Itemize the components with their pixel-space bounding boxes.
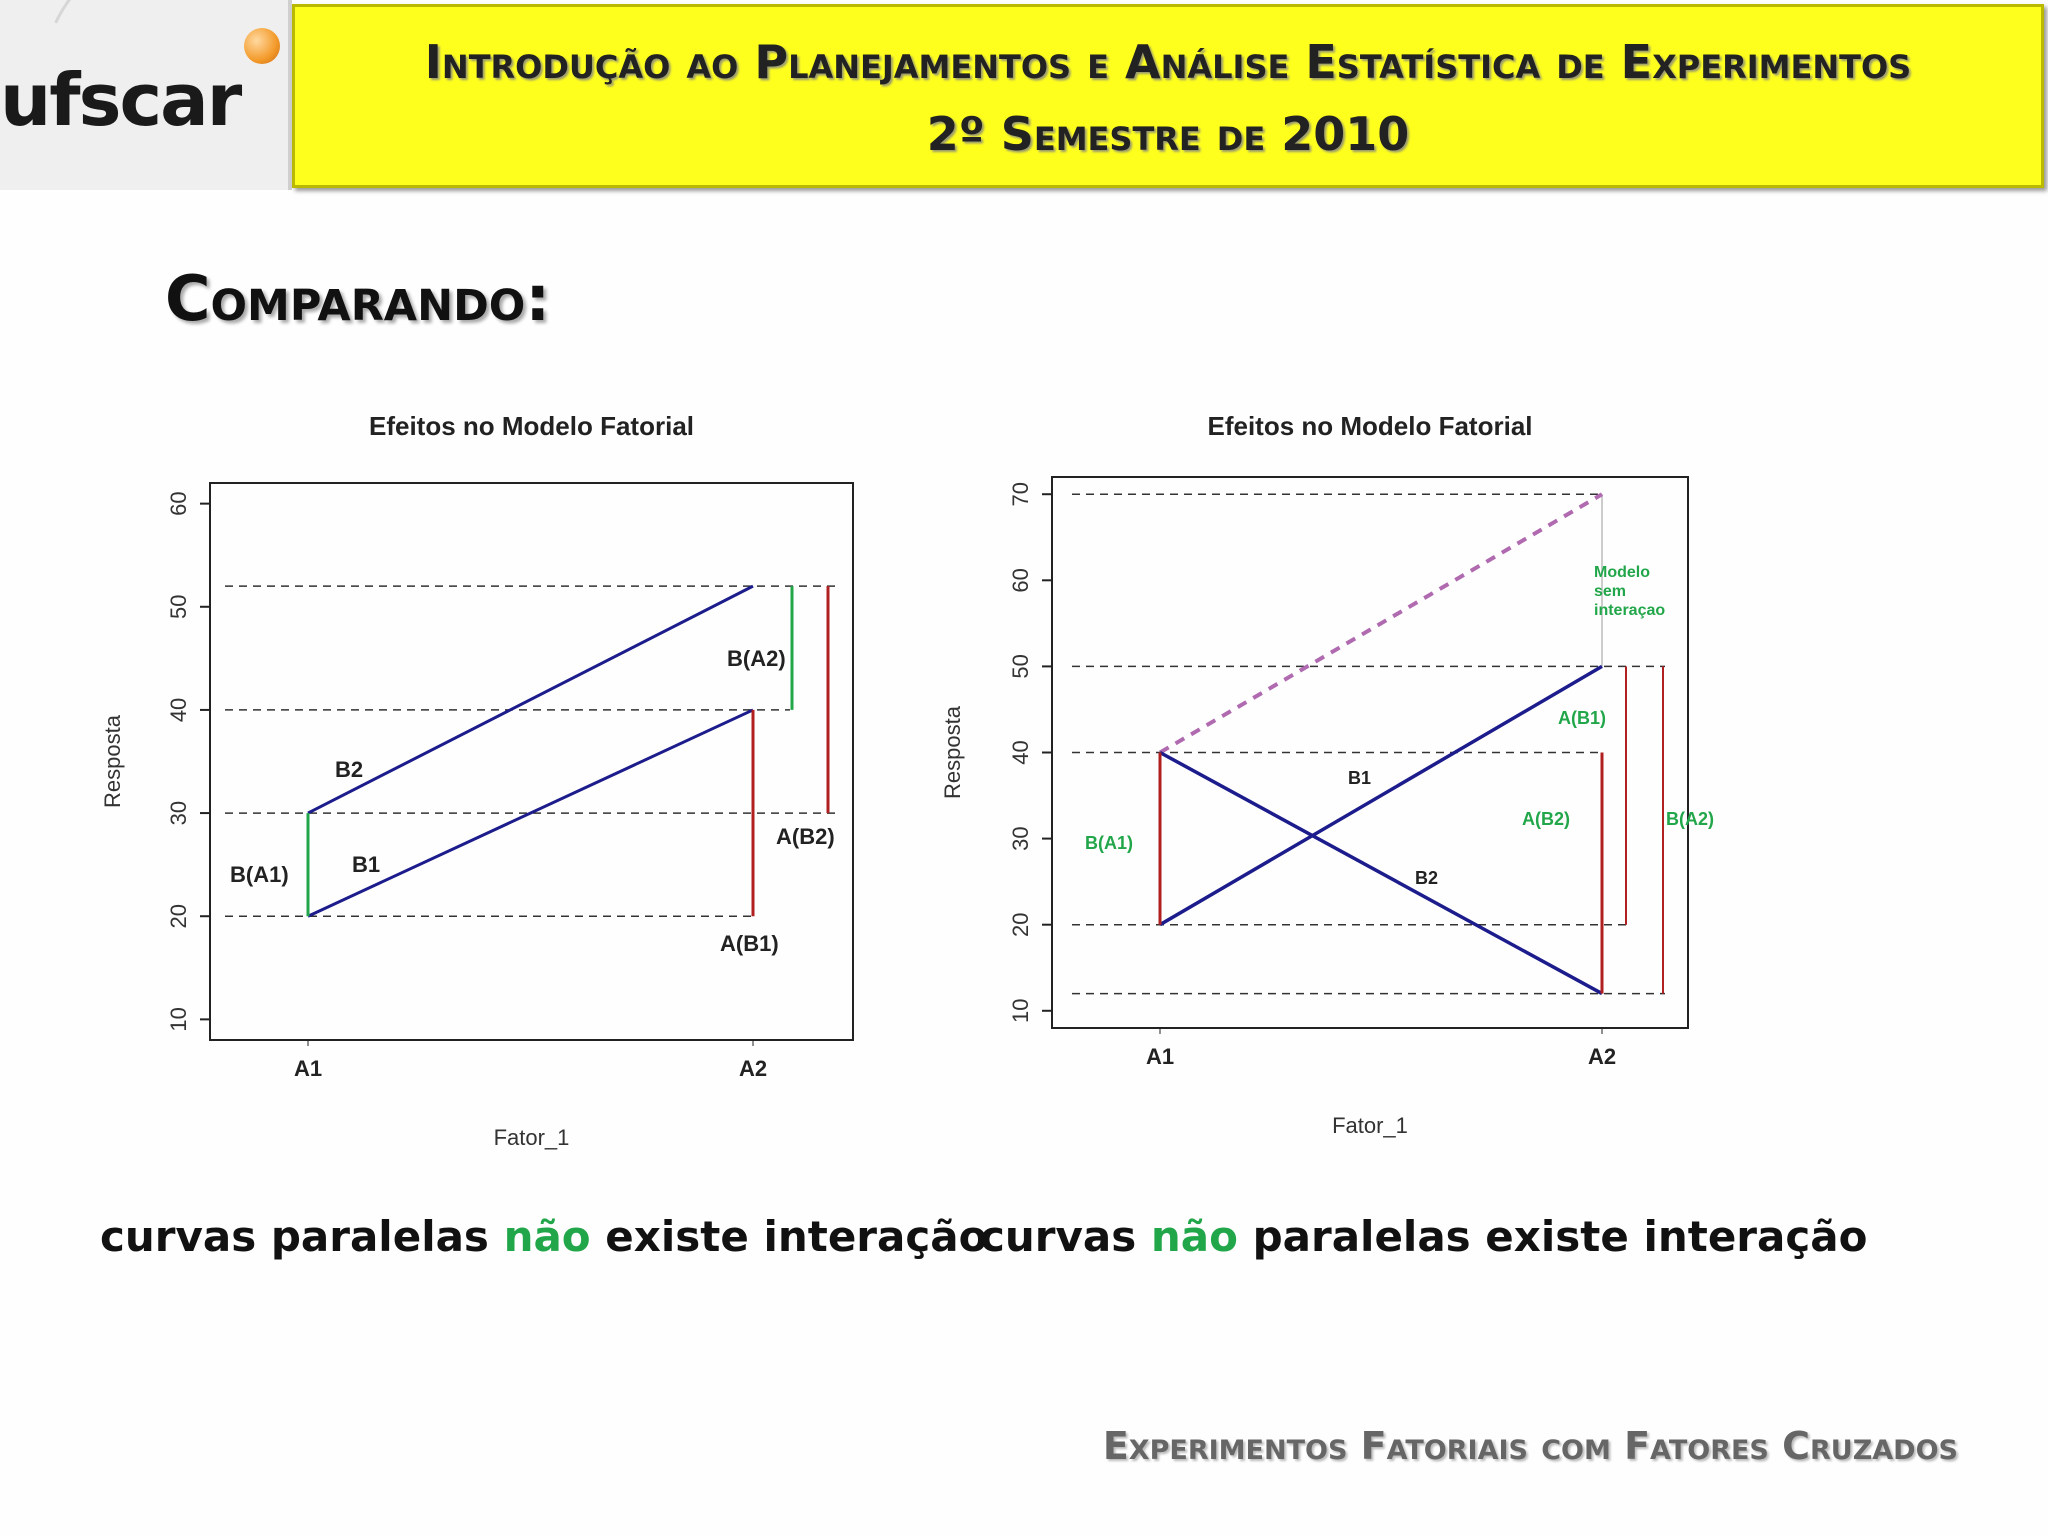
y-axis-label: Resposta	[100, 714, 125, 808]
x-axis-label: Fator_1	[1332, 1113, 1408, 1138]
series-label-b2: B2	[1415, 868, 1438, 888]
annotation-a-b1: A(B1)	[1558, 708, 1606, 728]
annotation-no-interaction-model: Modelo	[1594, 564, 1650, 581]
chart-interaction: Efeitos no Modelo Fatorial 10 20 30 40 50 60 70…	[930, 395, 1750, 1180]
caption-left-highlight: não	[503, 1212, 591, 1261]
series-label-b1: B1	[352, 852, 380, 877]
y-tick-label: 60	[1008, 568, 1033, 592]
y-tick-label: 40	[1008, 740, 1033, 764]
y-axis-label: Resposta	[940, 705, 965, 799]
y-tick-label: 50	[1008, 654, 1033, 678]
y-tick-label: 10	[1008, 999, 1033, 1023]
x-tick-label-a2: A2	[739, 1056, 767, 1081]
annotation-b-a2: B(A2)	[1666, 809, 1714, 829]
chart-interaction-svg: Efeitos no Modelo Fatorial 10 20 30 40 50 60 70…	[940, 411, 1714, 1138]
plot-frame	[209, 482, 854, 1041]
caption-parallel: curvas paralelas não existe interação	[100, 1212, 987, 1261]
annotation-no-interaction-model: interaçao	[1594, 602, 1665, 619]
series-line-no-interaction	[1158, 492, 1604, 755]
annotation-b-a1: B(A1)	[230, 862, 289, 887]
series-line-b2	[307, 584, 754, 815]
title-banner: Introdução ao Planejamentos e Análise Es…	[292, 4, 2044, 188]
ufscar-logo: ufscar	[0, 0, 292, 190]
series-line-b2	[1159, 750, 1603, 996]
x-tick-label-a1: A1	[1146, 1044, 1174, 1069]
annotation-a-b2: A(B2)	[776, 824, 835, 849]
chart-title: Efeitos no Modelo Fatorial	[369, 411, 694, 441]
caption-left-pre: curvas paralelas	[100, 1212, 504, 1261]
semester-title: 2º Semestre de 2010	[926, 107, 1410, 161]
caption-right-post: paralelas existe interação	[1237, 1212, 1868, 1261]
course-title: Introdução ao Planejamentos e Análise Es…	[424, 35, 1912, 89]
x-tick-label-a1: A1	[294, 1056, 322, 1081]
series-line-b1	[1159, 664, 1603, 927]
y-tick-label: 10	[166, 1007, 191, 1031]
annotation-b-a1: B(A1)	[1085, 833, 1133, 853]
caption-right-pre: curvas	[980, 1212, 1151, 1261]
annotation-no-interaction-model: sem	[1594, 583, 1626, 600]
annotation-b-a2: B(A2)	[727, 646, 786, 671]
section-title: Comparando:	[165, 262, 551, 335]
y-tick-label: 20	[166, 904, 191, 928]
x-tick-label-a2: A2	[1588, 1044, 1616, 1069]
x-axis-label: Fator_1	[494, 1125, 570, 1150]
logo-text: ufscar	[0, 58, 242, 142]
y-tick-label: 20	[1008, 912, 1033, 936]
chart-title: Efeitos no Modelo Fatorial	[1207, 411, 1532, 441]
chart-parallel: Efeitos no Modelo Fatorial 10 20 30 40 50 60 Re…	[90, 395, 890, 1180]
logo-dot	[244, 28, 280, 64]
caption-right-highlight: não	[1150, 1212, 1238, 1261]
y-tick-label: 60	[166, 491, 191, 515]
caption-left-post: existe interação	[590, 1212, 988, 1261]
y-tick-label: 40	[166, 698, 191, 722]
y-tick-label: 50	[166, 595, 191, 619]
y-tick-label: 70	[1008, 482, 1033, 506]
chart-parallel-svg: Efeitos no Modelo Fatorial 10 20 30 40 50 60 Re…	[100, 411, 854, 1150]
annotation-a-b2: A(B2)	[1522, 809, 1570, 829]
caption-interaction: curvas não paralelas existe interação	[980, 1212, 1867, 1261]
slide-header: ufscar Introdução ao Planejamentos e Aná…	[0, 0, 2048, 192]
series-label-b1: B1	[1348, 768, 1371, 788]
annotation-a-b1: A(B1)	[720, 931, 779, 956]
y-tick-label: 30	[1008, 826, 1033, 850]
series-line-b1	[307, 708, 754, 918]
series-label-b2: B2	[335, 757, 363, 782]
y-tick-label: 30	[166, 801, 191, 825]
footer-title: Experimentos Fatoriais com Fatores Cruza…	[1102, 1424, 1958, 1468]
